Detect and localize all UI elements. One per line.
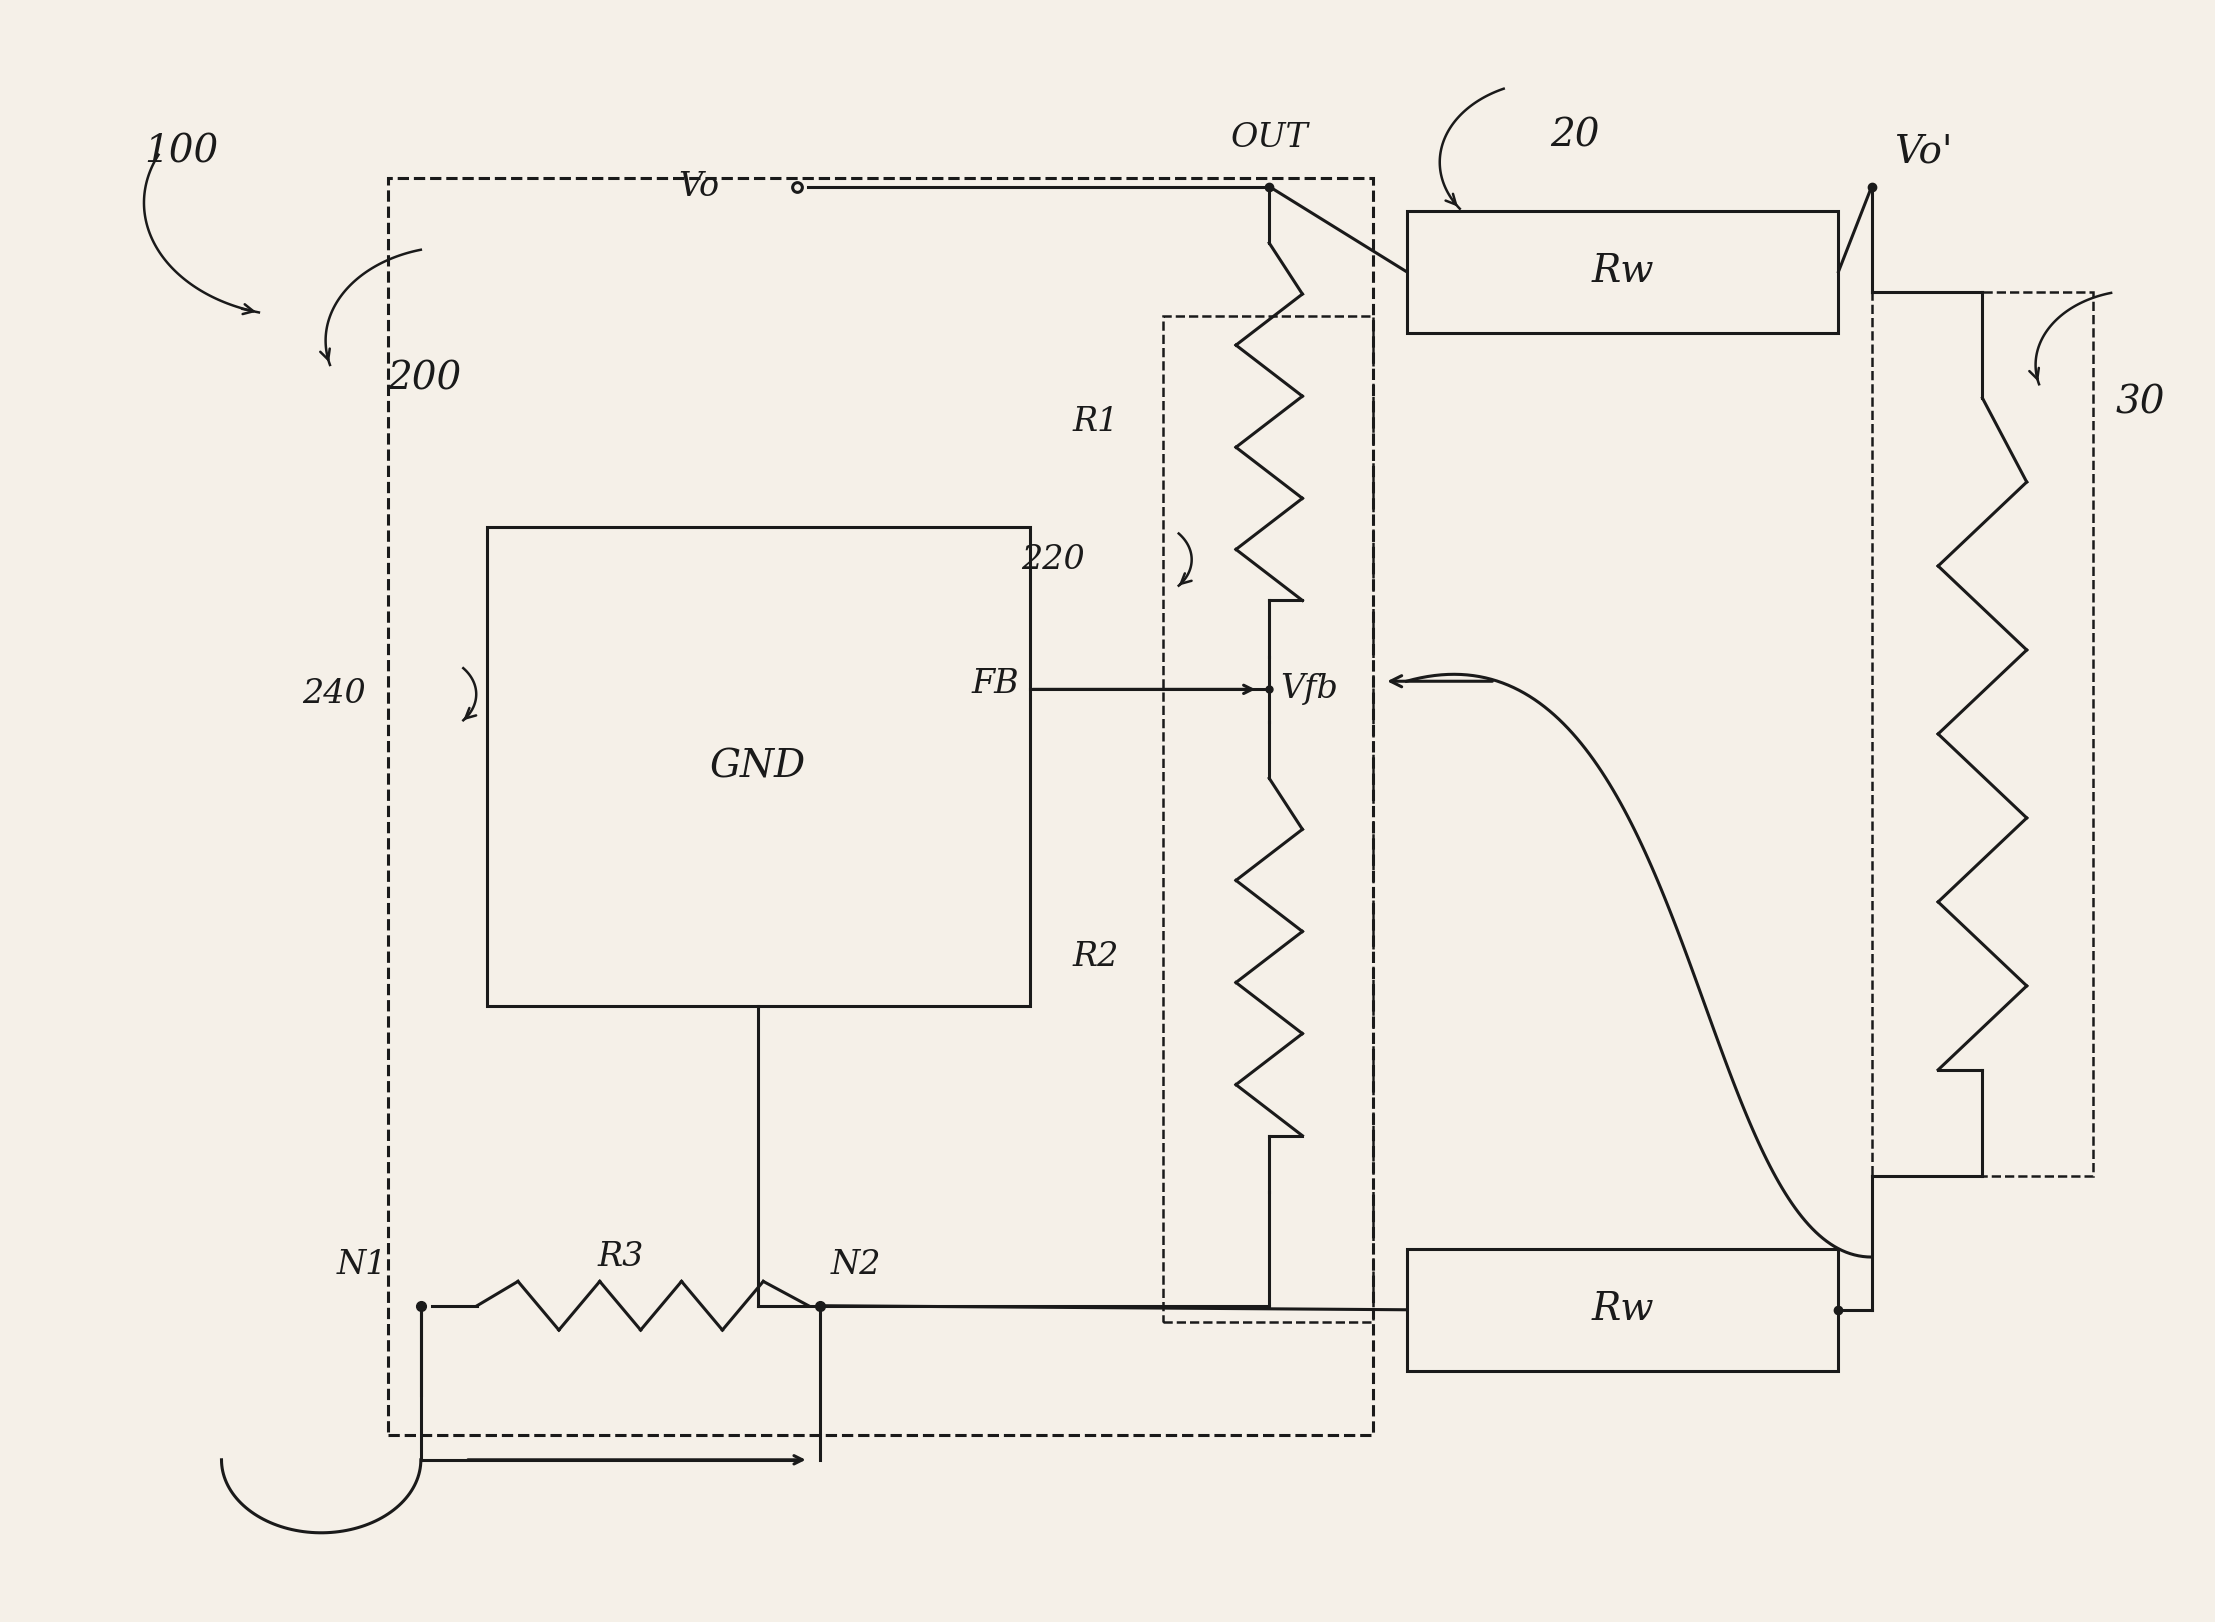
Bar bbox=[388, 178, 1373, 1435]
Text: Vo': Vo' bbox=[1894, 133, 1951, 170]
Text: R1: R1 bbox=[1072, 406, 1119, 438]
Text: 20: 20 bbox=[1550, 117, 1599, 154]
Text: N2: N2 bbox=[831, 1249, 882, 1281]
Text: R3: R3 bbox=[598, 1241, 642, 1273]
Text: 30: 30 bbox=[2115, 384, 2164, 422]
Bar bbox=[1407, 1249, 1838, 1371]
Text: Vo: Vo bbox=[678, 170, 720, 203]
Bar bbox=[1872, 292, 2093, 1176]
Text: GND: GND bbox=[709, 749, 806, 785]
Text: 240: 240 bbox=[301, 678, 365, 710]
Text: Rw: Rw bbox=[1590, 253, 1655, 290]
Text: N1: N1 bbox=[337, 1249, 388, 1281]
Text: Rw: Rw bbox=[1590, 1291, 1655, 1328]
Text: 200: 200 bbox=[388, 360, 463, 397]
Text: Vfb: Vfb bbox=[1280, 673, 1338, 706]
Text: FB: FB bbox=[970, 668, 1019, 701]
Bar bbox=[1163, 316, 1373, 1322]
Text: 100: 100 bbox=[144, 133, 219, 170]
Text: R2: R2 bbox=[1072, 941, 1119, 973]
Bar bbox=[487, 527, 1030, 1006]
Bar bbox=[1407, 211, 1838, 333]
Text: OUT: OUT bbox=[1229, 122, 1309, 154]
Text: 220: 220 bbox=[1021, 543, 1085, 576]
